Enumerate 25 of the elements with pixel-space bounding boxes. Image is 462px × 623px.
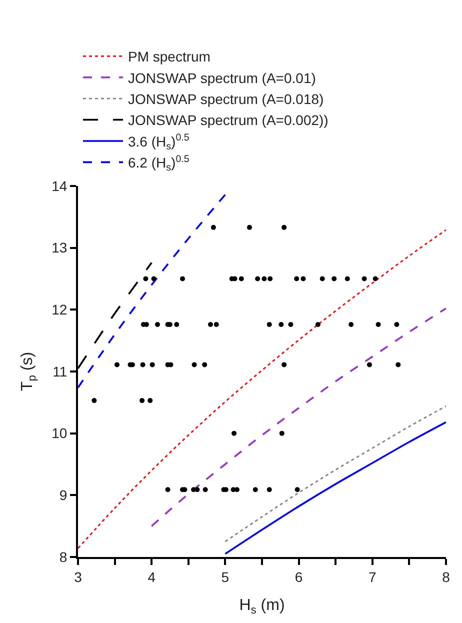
y-tick-label: 14 [52,178,68,194]
x-tick-label: 3 [74,568,82,585]
x-tick-label: 4 [148,568,156,585]
legend-label: JONSWAP spectrum (A=0.002)) [128,112,328,128]
y-tick-label: 11 [52,363,68,380]
legend-label: JONSWAP spectrum (A=0.01) [128,70,316,86]
legend-label: PM spectrum [128,48,210,65]
y-tick-label: 9 [59,487,68,504]
y-tick-label: 13 [52,240,68,256]
legend-label: 3.6 (H$_{s}$)$^{0.5}$ [128,132,190,152]
y-tick-label: 12 [52,302,68,318]
x-tick-label: 7 [368,568,376,585]
x-tick-label: 6 [294,568,303,585]
legend-label: JONSWAP spectrum (A=0.018) [128,91,324,108]
legend-label: 6.2 (H$_{s}$)$^{0.5}$ [128,154,190,174]
x-axis-title: H$_{s}$ (m) [239,597,285,616]
line-series [78,229,446,550]
line-series [224,405,446,542]
y-tick-label: 8 [59,548,68,565]
x-tick-label: 8 [442,568,450,585]
line-series [78,194,226,388]
line-series [224,421,446,555]
x-tick-label: 5 [221,568,230,585]
y-tick-label: 10 [52,425,68,442]
line-series [150,308,446,527]
